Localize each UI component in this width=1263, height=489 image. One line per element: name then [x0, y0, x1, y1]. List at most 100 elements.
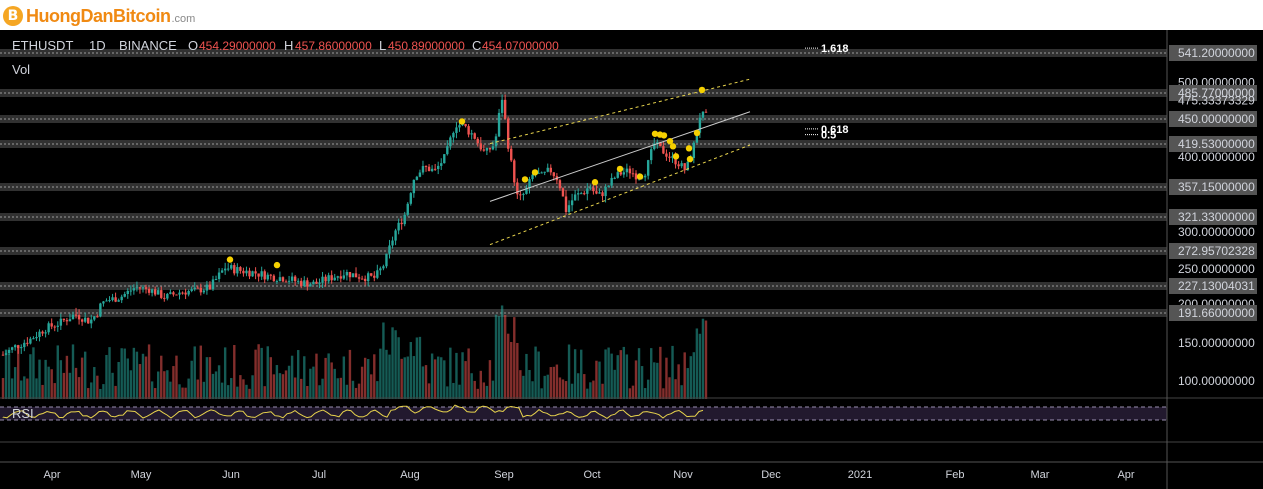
volume-bar	[117, 361, 120, 399]
signal-markers	[226, 86, 706, 269]
volume-bar	[665, 357, 668, 399]
candle-body	[120, 296, 123, 301]
candle-body	[163, 297, 166, 299]
volume-bar	[47, 366, 50, 399]
volume-bar	[29, 354, 32, 399]
signal-marker	[591, 179, 599, 186]
volume-bar	[391, 327, 394, 399]
candle-body	[74, 314, 78, 316]
price-axis[interactable]: 541.20000000500.00000000485.77000000475.…	[1166, 30, 1257, 489]
candle-body	[379, 268, 382, 271]
candle-body	[50, 323, 53, 327]
signal-marker	[669, 143, 677, 150]
volume-bar	[637, 348, 641, 399]
volume-bar	[275, 365, 279, 399]
time-axis[interactable]: Apr May Jun Jul Aug Sep Oct Nov Dec 2021 Feb Mar Apr	[0, 461, 1263, 481]
candle-body	[135, 287, 139, 289]
candle-body	[531, 174, 534, 180]
candle-body	[455, 127, 458, 133]
candle-body	[59, 318, 63, 326]
candle-body	[595, 191, 598, 194]
volume-bar	[433, 359, 437, 399]
price-level-tag	[1169, 85, 1257, 101]
candle-body	[87, 317, 90, 324]
candle-body	[306, 280, 309, 287]
volume-bar	[284, 370, 288, 399]
price-tick-label: 485.77000000	[1178, 86, 1255, 100]
volume-bar	[488, 360, 492, 399]
volume-bar	[87, 388, 90, 399]
volume-bar	[53, 383, 56, 399]
candle-body	[278, 277, 282, 282]
candle-body	[99, 303, 102, 317]
volume-bar	[269, 357, 273, 399]
volume-bar	[500, 305, 504, 399]
brand-logo[interactable]: B HuongDanBitcoin .com	[3, 5, 195, 27]
ohlc-close-label: C	[472, 38, 481, 53]
volume-bar	[208, 357, 212, 399]
volume-bar	[178, 384, 181, 399]
candle-body	[202, 290, 206, 293]
candle-body	[476, 138, 479, 144]
candle-body	[62, 318, 66, 321]
candle-body	[287, 280, 291, 282]
volume-bar	[659, 346, 662, 399]
price-tick-label: 419.53000000	[1178, 137, 1255, 151]
candle-body	[117, 300, 120, 302]
level-band-1	[0, 89, 1167, 97]
candle-body	[622, 172, 626, 175]
candle-body	[543, 171, 546, 173]
volume-bar	[376, 381, 379, 399]
volume-bar	[394, 330, 397, 399]
candle-body	[53, 326, 56, 328]
ohlc-high-label: H	[284, 38, 293, 53]
candle-body	[327, 275, 330, 282]
volume-bar	[175, 355, 178, 399]
volume-bar	[199, 345, 203, 399]
volume-bar	[455, 352, 458, 399]
volume-bar	[111, 372, 114, 399]
candle-body	[339, 276, 343, 279]
signal-marker	[616, 165, 624, 173]
volume-bar	[476, 388, 479, 399]
ohlc-open-label: O	[188, 38, 198, 53]
candle-body	[181, 292, 184, 294]
volume-bar	[662, 388, 665, 399]
candle-body	[698, 117, 702, 133]
volume-bar	[370, 374, 373, 399]
candle-body	[433, 168, 437, 170]
candle-body	[406, 203, 409, 215]
volume-bar	[315, 353, 318, 399]
candle-body	[497, 112, 501, 137]
volume-bar	[20, 380, 23, 399]
volume-bar	[184, 387, 187, 399]
volume-bar	[333, 368, 336, 399]
candle-body	[178, 292, 181, 295]
volume-bar	[360, 366, 364, 399]
candle-body	[558, 180, 562, 189]
price-tick-label: 250.00000000	[1178, 262, 1255, 276]
volume-bar	[348, 349, 352, 399]
candle-body	[141, 287, 145, 289]
volume-bar	[436, 356, 440, 399]
signal-marker	[521, 176, 529, 183]
candle-body	[479, 143, 482, 150]
candle-body	[233, 265, 236, 274]
volume-bar	[32, 347, 35, 399]
candle-body	[312, 281, 315, 285]
candle-body	[470, 133, 473, 135]
candle-body	[424, 166, 428, 168]
candle-body	[169, 292, 172, 294]
candle-body	[187, 290, 190, 295]
volume-bar	[561, 379, 565, 399]
volume-bar	[345, 384, 349, 399]
candle-body	[510, 148, 513, 161]
candle-body	[376, 270, 379, 278]
volume-bar	[583, 374, 586, 399]
price-tick-label: 150.00000000	[1178, 336, 1255, 350]
signal-marker	[531, 169, 539, 176]
volume-bar	[452, 382, 455, 399]
candle-body	[616, 172, 619, 178]
level-band-2	[0, 115, 1167, 123]
